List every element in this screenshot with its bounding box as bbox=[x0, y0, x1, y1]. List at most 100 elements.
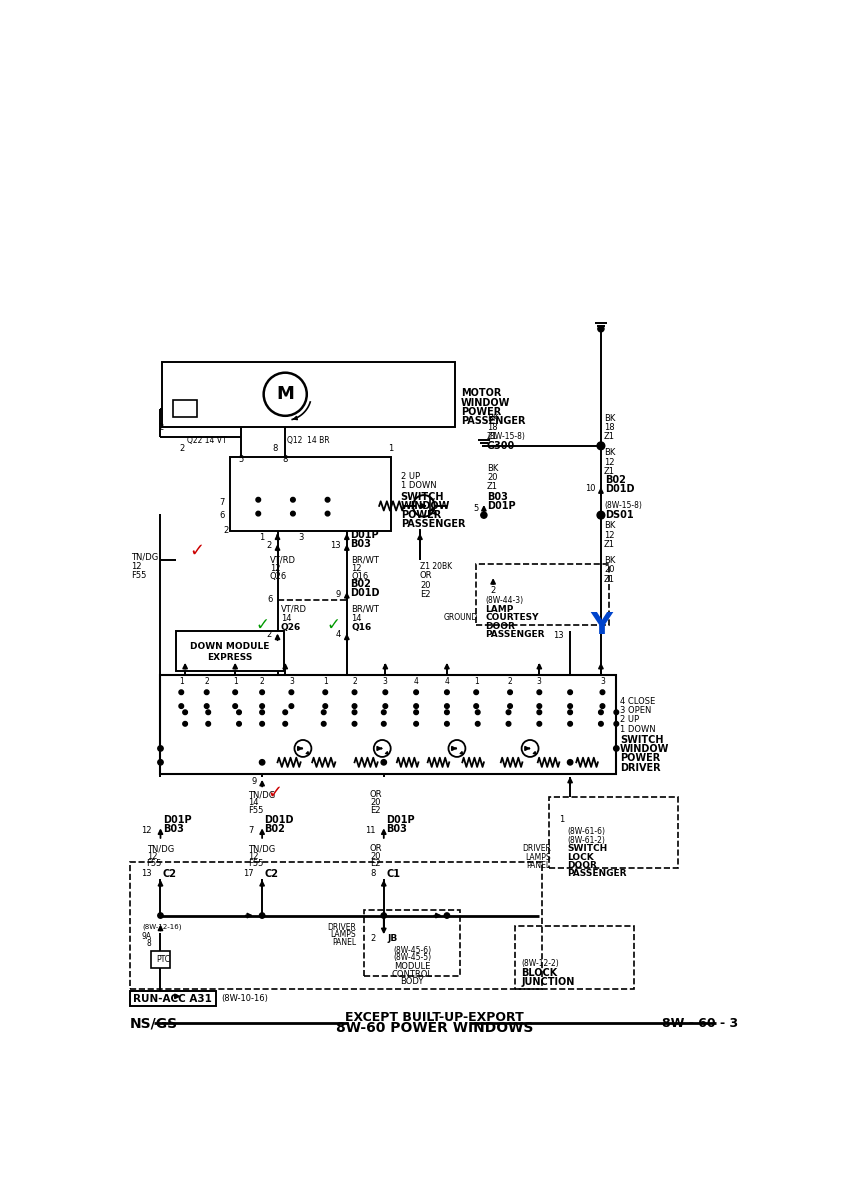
Circle shape bbox=[600, 690, 605, 695]
Bar bbox=[364, 910, 460, 976]
Circle shape bbox=[481, 512, 487, 518]
Text: BK: BK bbox=[487, 463, 499, 473]
Text: (8W-10-16): (8W-10-16) bbox=[221, 994, 268, 1003]
Text: 17: 17 bbox=[243, 870, 254, 878]
Text: E2: E2 bbox=[420, 590, 431, 599]
Circle shape bbox=[352, 721, 357, 726]
Bar bbox=[477, 564, 609, 625]
Text: 12: 12 bbox=[147, 852, 157, 860]
Text: (8W-45-5): (8W-45-5) bbox=[393, 953, 432, 962]
Text: 2: 2 bbox=[259, 677, 265, 686]
Text: 2 UP: 2 UP bbox=[401, 472, 420, 481]
Text: PTC: PTC bbox=[157, 955, 170, 964]
Circle shape bbox=[600, 703, 605, 708]
Text: LOCK: LOCK bbox=[567, 852, 594, 862]
Circle shape bbox=[233, 690, 237, 695]
Circle shape bbox=[537, 690, 542, 695]
Circle shape bbox=[158, 745, 163, 751]
Text: (8W-44-3): (8W-44-3) bbox=[485, 596, 523, 605]
Text: 13: 13 bbox=[142, 870, 152, 878]
Text: Q22 14 VT: Q22 14 VT bbox=[187, 436, 226, 445]
Text: PASSENGER: PASSENGER bbox=[567, 870, 627, 878]
Circle shape bbox=[204, 690, 209, 695]
Text: JB: JB bbox=[388, 934, 398, 943]
Text: E2: E2 bbox=[370, 859, 381, 869]
Text: M: M bbox=[276, 385, 294, 403]
Circle shape bbox=[237, 721, 242, 726]
Circle shape bbox=[414, 690, 418, 695]
Circle shape bbox=[259, 703, 265, 708]
Text: Z1: Z1 bbox=[487, 482, 498, 491]
Text: PASSENGER: PASSENGER bbox=[485, 630, 545, 638]
Text: SWITCH: SWITCH bbox=[620, 734, 664, 745]
Text: 20: 20 bbox=[604, 565, 615, 575]
Text: OR: OR bbox=[370, 790, 382, 799]
Text: (8W-12-16): (8W-12-16) bbox=[142, 924, 181, 930]
Text: JUNCTION: JUNCTION bbox=[522, 977, 575, 986]
Text: Q26: Q26 bbox=[281, 623, 301, 632]
Text: 8W - 60 - 3: 8W - 60 - 3 bbox=[661, 1016, 738, 1030]
Text: (8W-15-8): (8W-15-8) bbox=[605, 502, 643, 510]
Text: F55: F55 bbox=[147, 859, 162, 869]
Text: Y: Y bbox=[590, 611, 612, 640]
Text: 1 DOWN: 1 DOWN bbox=[620, 725, 656, 733]
Text: B03: B03 bbox=[386, 824, 407, 834]
Text: 13: 13 bbox=[554, 631, 564, 640]
Circle shape bbox=[567, 760, 572, 766]
Text: Z1 20BK: Z1 20BK bbox=[420, 563, 452, 571]
Text: 12: 12 bbox=[270, 564, 281, 572]
Text: F55: F55 bbox=[131, 571, 147, 580]
Text: BK: BK bbox=[604, 522, 616, 530]
Circle shape bbox=[568, 710, 572, 714]
Text: 7: 7 bbox=[220, 498, 226, 506]
Text: 4: 4 bbox=[444, 677, 449, 686]
Text: 7: 7 bbox=[248, 827, 254, 835]
Text: OR: OR bbox=[420, 571, 432, 581]
Circle shape bbox=[414, 721, 418, 726]
Text: F55: F55 bbox=[248, 805, 264, 815]
Text: (8W-61-2): (8W-61-2) bbox=[567, 835, 605, 845]
Circle shape bbox=[259, 710, 265, 714]
Text: 14: 14 bbox=[248, 798, 259, 806]
Text: D01D: D01D bbox=[265, 815, 294, 826]
Text: 12: 12 bbox=[248, 852, 259, 860]
Circle shape bbox=[321, 721, 326, 726]
Text: 12: 12 bbox=[131, 563, 142, 571]
Text: COURTESY: COURTESY bbox=[485, 613, 539, 622]
Text: Z1: Z1 bbox=[604, 467, 615, 475]
Text: DOWN MODULE: DOWN MODULE bbox=[190, 642, 270, 652]
Circle shape bbox=[206, 721, 210, 726]
Circle shape bbox=[474, 703, 478, 708]
Text: B03: B03 bbox=[163, 824, 184, 834]
Circle shape bbox=[383, 690, 388, 695]
Text: 12: 12 bbox=[142, 827, 152, 835]
Text: B02: B02 bbox=[350, 578, 371, 589]
Text: D01P: D01P bbox=[350, 530, 378, 540]
Circle shape bbox=[237, 710, 242, 714]
Text: E2: E2 bbox=[370, 805, 381, 815]
Circle shape bbox=[476, 721, 480, 726]
Text: WINDOW: WINDOW bbox=[401, 500, 450, 511]
Text: WINDOW: WINDOW bbox=[620, 744, 670, 755]
Circle shape bbox=[597, 442, 605, 450]
Text: CONTROL: CONTROL bbox=[392, 970, 432, 978]
Text: TN/DG: TN/DG bbox=[248, 790, 276, 799]
Text: 1: 1 bbox=[388, 444, 393, 454]
Text: (8W-61-6): (8W-61-6) bbox=[567, 827, 605, 836]
Bar bbox=[160, 676, 616, 774]
Circle shape bbox=[256, 498, 260, 502]
Text: PANEL: PANEL bbox=[332, 938, 356, 947]
Text: D01D: D01D bbox=[350, 588, 379, 598]
Circle shape bbox=[382, 710, 386, 714]
Text: 1: 1 bbox=[259, 533, 265, 542]
Text: BR/WT: BR/WT bbox=[351, 605, 379, 613]
Circle shape bbox=[614, 710, 619, 714]
Text: 5: 5 bbox=[238, 455, 243, 464]
Text: DRIVER: DRIVER bbox=[522, 844, 551, 853]
Text: B03: B03 bbox=[350, 539, 371, 550]
Text: POWER: POWER bbox=[401, 510, 441, 520]
Circle shape bbox=[508, 703, 512, 708]
Text: 18: 18 bbox=[487, 422, 498, 432]
Text: MODULE: MODULE bbox=[394, 962, 431, 971]
Text: 12: 12 bbox=[351, 564, 362, 572]
